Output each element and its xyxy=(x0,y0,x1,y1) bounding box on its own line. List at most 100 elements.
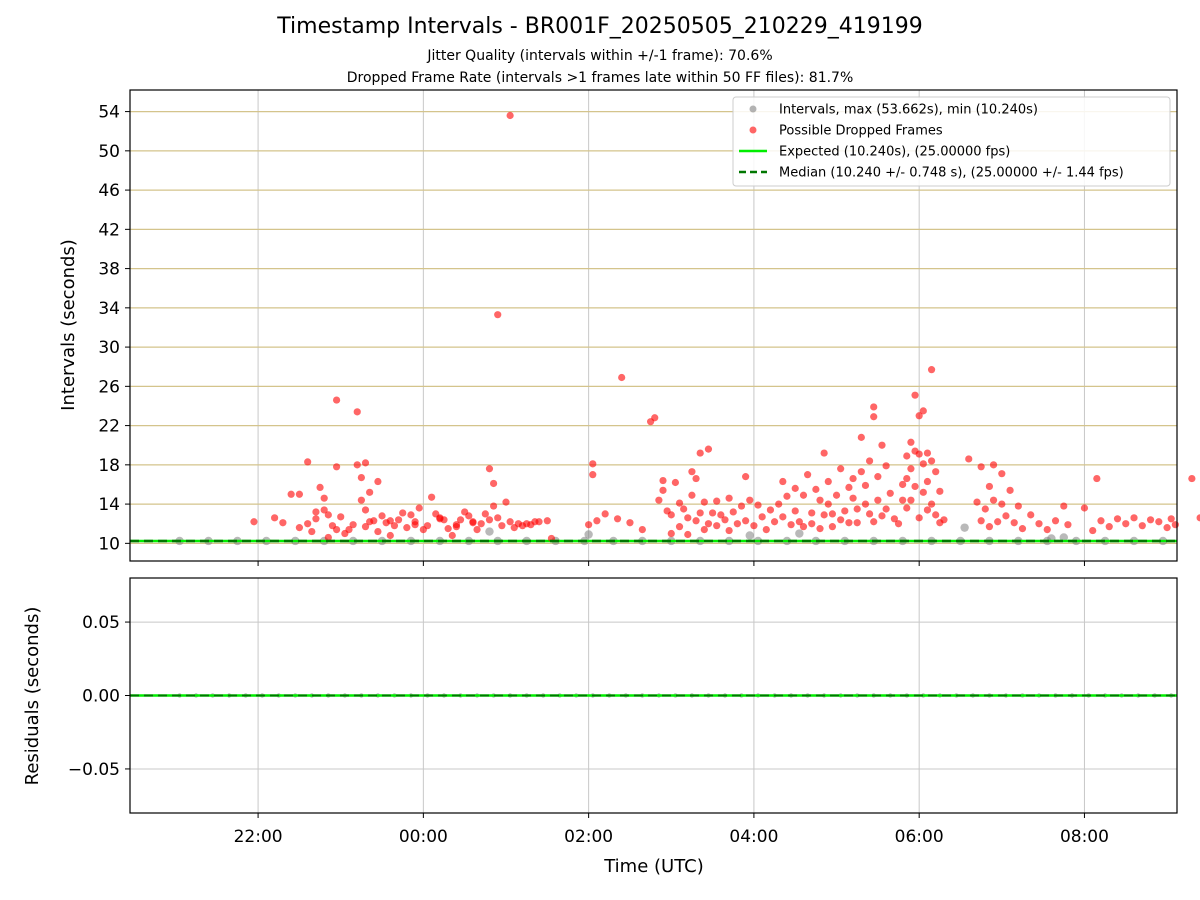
x-tick-label: 00:00 xyxy=(399,827,448,847)
dropped-frame-point xyxy=(688,491,696,499)
dropped-frame-point xyxy=(989,496,998,504)
dropped-frame-point xyxy=(1010,519,1018,527)
dropped-frame-point xyxy=(1080,504,1089,512)
dropped-frame-point xyxy=(428,493,436,501)
dropped-frame-point xyxy=(696,509,704,517)
dropped-frame-point xyxy=(357,473,365,482)
dropped-frame-point xyxy=(989,461,998,469)
top-y-tick-label: 34 xyxy=(98,299,120,319)
dropped-frame-point xyxy=(688,468,696,476)
dropped-frame-point xyxy=(894,520,903,528)
interval-point xyxy=(485,527,494,536)
dropped-frame-point xyxy=(940,516,948,524)
dropped-frame-point xyxy=(494,311,502,319)
dropped-frame-point xyxy=(498,522,506,530)
y-axis-label-intervals: Intervals (seconds) xyxy=(58,239,79,411)
legend-label-median: Median (10.240 +/- 0.748 s), (25.00000 +… xyxy=(779,166,1124,181)
dropped-frame-point xyxy=(1146,516,1155,524)
dropped-frame-point xyxy=(787,521,795,529)
dropped-frame-point xyxy=(932,468,940,476)
dropped-frame-point xyxy=(874,473,882,481)
dropped-frame-point xyxy=(361,506,370,514)
dropped-frame-point xyxy=(324,533,332,542)
dropped-frame-point xyxy=(692,517,700,525)
dropped-frame-point xyxy=(320,506,328,514)
dropped-frame-point xyxy=(919,488,927,496)
top-grid xyxy=(130,90,1177,561)
dropped-frame-point xyxy=(659,476,667,485)
dropped-frame-point xyxy=(927,366,936,374)
top-y-tick-label: 10 xyxy=(98,534,120,554)
dropped-frame-point xyxy=(353,461,361,469)
dropped-frame-point xyxy=(865,457,874,465)
dropped-frame-point xyxy=(915,514,923,522)
dropped-frame-point xyxy=(489,502,498,510)
dropped-frame-point xyxy=(779,513,787,521)
dropped-frame-point xyxy=(1093,474,1101,483)
legend-marker-dropped xyxy=(749,126,757,134)
dropped-frame-point xyxy=(729,508,737,516)
dropped-frame-point xyxy=(1060,502,1068,510)
dropped-frame-point xyxy=(1113,515,1122,523)
dropped-frame-point xyxy=(320,494,328,502)
dropped-frame-point xyxy=(907,465,915,473)
dropped-frame-point xyxy=(998,470,1006,478)
dropped-frame-point xyxy=(659,486,667,494)
dropped-frame-point xyxy=(473,526,481,534)
dropped-frame-point xyxy=(456,516,465,524)
dropped-frame-point xyxy=(713,522,721,530)
dropped-frame-point xyxy=(506,518,514,526)
dropped-frame-point xyxy=(618,373,626,382)
dropped-frame-point xyxy=(411,521,419,529)
dropped-frame-point xyxy=(1043,526,1051,534)
dropped-frame-point xyxy=(452,523,461,531)
dropped-frame-point xyxy=(899,496,907,504)
dropped-frame-point xyxy=(874,496,882,504)
dropped-frame-point xyxy=(923,449,932,457)
dropped-frame-point xyxy=(312,515,320,523)
dropped-frame-point xyxy=(812,485,820,493)
top-y-tick-label: 30 xyxy=(98,338,120,358)
top-y-tick-label: 26 xyxy=(98,377,120,397)
dropped-frame-point xyxy=(775,500,783,508)
bottom-marks xyxy=(130,693,1177,698)
dropped-frame-point xyxy=(828,523,837,531)
dropped-frame-point xyxy=(828,510,837,518)
interval-point xyxy=(1059,533,1068,542)
dropped-frame-point xyxy=(361,523,370,531)
dropped-frame-point xyxy=(832,491,841,499)
dropped-frame-point xyxy=(923,506,932,514)
dropped-frame-point xyxy=(444,525,452,533)
dropped-frame-point xyxy=(1171,521,1179,529)
dropped-frame-point xyxy=(865,510,874,518)
dropped-frame-point xyxy=(708,509,717,517)
y-axis-label-residuals: Residuals (seconds) xyxy=(22,607,43,786)
dropped-frame-point xyxy=(423,522,432,530)
dropped-frame-point xyxy=(613,515,622,523)
dropped-frame-point xyxy=(1002,512,1010,520)
top-y-tick-label: 14 xyxy=(98,495,120,515)
legend-label-dropped: Possible Dropped Frames xyxy=(779,124,943,139)
dropped-frame-point xyxy=(799,491,808,499)
dropped-frame-point xyxy=(791,507,799,515)
dropped-frame-point xyxy=(370,517,378,525)
dropped-frame-point xyxy=(680,505,688,513)
bottom-y-tick-label: −0.05 xyxy=(68,760,120,780)
dropped-frame-point xyxy=(861,500,870,508)
legend: Intervals, max (53.662s), min (10.240s) P… xyxy=(732,96,1171,187)
dropped-frame-point xyxy=(845,483,853,492)
dropped-frame-point xyxy=(985,482,994,491)
dropped-frame-point xyxy=(758,513,766,521)
dropped-frame-point xyxy=(704,520,713,528)
dropped-frame-point xyxy=(399,509,407,517)
dropped-frame-point xyxy=(783,492,791,500)
dropped-frame-point xyxy=(535,518,543,526)
dropped-frame-point xyxy=(304,458,312,466)
dropped-frame-point xyxy=(485,465,494,473)
x-tick-label: 06:00 xyxy=(895,827,944,847)
dropped-frame-point xyxy=(638,526,646,534)
top-plot-frame xyxy=(129,89,1178,562)
dropped-frame-point xyxy=(857,433,865,441)
dropped-frame-point xyxy=(1167,515,1175,523)
dropped-frame-point xyxy=(675,523,684,531)
